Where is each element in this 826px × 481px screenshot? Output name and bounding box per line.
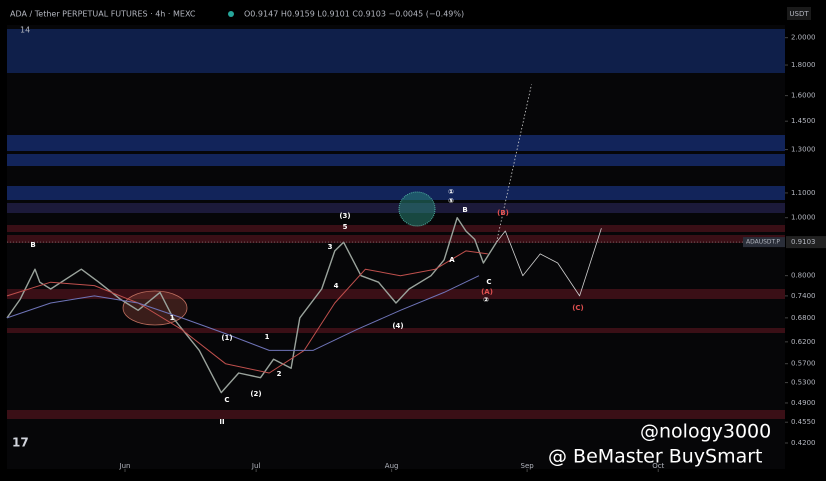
y-tick-label: 0.4900	[791, 399, 816, 407]
y-tick-label: 0.6200	[791, 338, 816, 346]
zone	[7, 29, 785, 73]
zone	[7, 135, 785, 151]
series-line	[496, 228, 602, 297]
wave-label: (4)	[392, 322, 403, 330]
x-tick-label: Oct	[652, 462, 664, 470]
wave-label: (2)	[250, 390, 261, 398]
ohlc: O0.9147 H0.9159 L0.9101 C0.9103 −0.0045 …	[244, 10, 464, 19]
series-line	[6, 250, 488, 374]
highlight	[398, 191, 436, 227]
highlight	[122, 290, 188, 326]
wave-label: (A)	[481, 288, 493, 296]
wave-label: C	[224, 396, 229, 404]
y-tick-label: 0.7400	[791, 292, 816, 300]
watermark: @nology3000	[640, 421, 771, 443]
y-tick-label: 0.5300	[791, 379, 816, 387]
series-line	[6, 217, 498, 394]
x-tick-label: Jun	[119, 462, 131, 470]
symbol: ADAUSDT.P	[746, 239, 780, 246]
indicator: 14	[20, 26, 30, 35]
wave-label: C	[486, 278, 491, 286]
y-tick-label: 0.5700	[791, 360, 816, 368]
y-tick-label: 0.4550	[791, 418, 816, 426]
y-tick-label: 1.8000	[791, 61, 816, 69]
wave-label: (C)	[572, 304, 584, 312]
wave-label: ①	[448, 188, 454, 196]
x-tick-label: Jul	[251, 462, 261, 470]
wave-label: ②	[483, 296, 489, 304]
zone	[7, 186, 785, 200]
wave-label: 1	[170, 314, 175, 322]
zone	[7, 328, 785, 333]
y-tick-label: 2.0000	[791, 34, 816, 42]
wave-label: B	[30, 241, 35, 249]
zone	[7, 203, 785, 213]
series-line	[496, 84, 532, 243]
wave-label: (3)	[339, 212, 350, 220]
wave-label: II	[219, 418, 224, 426]
wave-label: ⑤	[448, 197, 454, 205]
logo: 17	[12, 436, 29, 450]
status-dot	[228, 11, 234, 17]
y-tick-label: 1.3000	[791, 146, 816, 154]
zone	[7, 225, 785, 232]
y-tick-label: 1.6000	[791, 92, 816, 100]
chart-title: ADA / Tether PERPETUAL FUTURES · 4h · ME…	[10, 10, 196, 19]
series-line	[6, 275, 480, 351]
plot-area	[7, 25, 785, 469]
y-tick-label: 1.1000	[791, 189, 816, 197]
currency: USDT	[789, 10, 809, 18]
price-label: 0.9103	[791, 238, 816, 246]
wave-label: 5	[343, 223, 348, 231]
y-tick-label: 0.6800	[791, 314, 816, 322]
x-tick-label: Sep	[521, 462, 535, 470]
wave-label: B	[462, 206, 467, 214]
zone	[7, 410, 785, 419]
wave-label: (1)	[221, 334, 232, 342]
symbol-tag	[743, 237, 785, 248]
marks: B 3 (3) 5 4 (4) 1 (1) 1 2 (2) C II A B (B) ①⑤ C ②(A) (C)	[6, 84, 785, 426]
price-tag	[786, 236, 826, 249]
y-tick-label: 0.8000	[791, 272, 816, 280]
wave-label: 2	[277, 370, 282, 378]
y-tick-label: 0.4200	[791, 439, 816, 447]
x-tick-label: Aug	[385, 462, 399, 470]
zone	[7, 235, 785, 243]
watermark: @ BeMaster BuySmart	[548, 446, 762, 468]
wave-label: (B)	[497, 209, 509, 217]
wave-label: 1	[265, 333, 270, 341]
y-tick-label: 1.4500	[791, 117, 816, 125]
wave-label: 4	[334, 282, 339, 290]
y-tick-label: 1.0000	[791, 214, 816, 222]
wave-label: 3	[328, 243, 333, 251]
currency-box	[787, 7, 811, 20]
zone	[7, 154, 785, 166]
wave-label: A	[449, 256, 455, 264]
zone	[7, 289, 785, 299]
